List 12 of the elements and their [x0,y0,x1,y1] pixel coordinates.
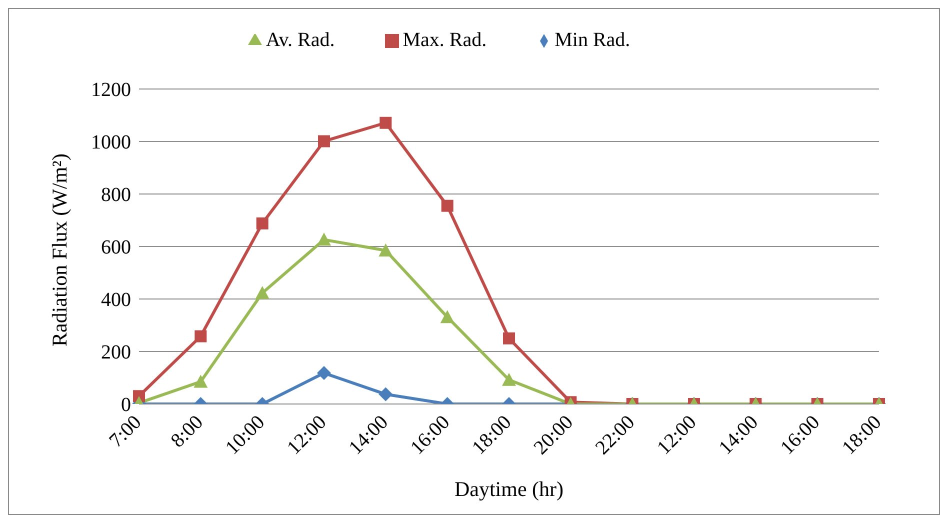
y-tick-label: 200 [101,342,131,364]
x-tick-label: 8:00 [166,411,208,452]
y-tick-label: 1200 [91,79,131,102]
x-axis-title: Daytime (hr) [454,477,564,501]
legend-label: Max. Rad. [402,29,487,51]
y-tick-label: 400 [101,289,131,312]
y-axis-title: Radiation Flux (W/m²) [47,154,72,346]
legend-label: Av. Rad. [266,29,335,51]
y-tick-label: 600 [101,236,131,259]
y-tick-label: 800 [101,184,131,206]
legend-label: Min Rad. [554,29,630,51]
y-tick-label: 1000 [91,132,131,154]
